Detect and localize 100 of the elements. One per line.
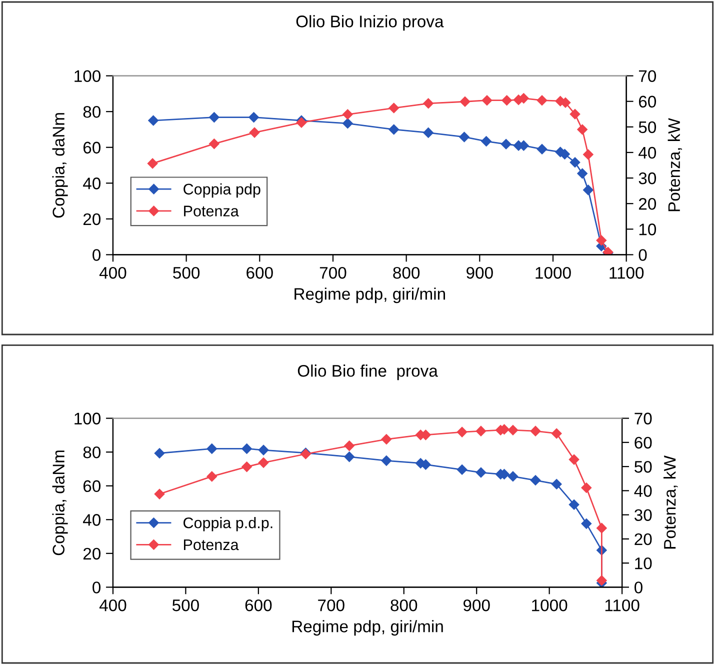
point [460,96,470,107]
y2-tick-label: 50 [634,460,652,473]
y2-tick-label: 60 [638,96,656,108]
point [154,488,165,500]
y-tick-label: 60 [83,480,101,492]
x-tick-label: 400 [99,266,126,279]
x-tick-label: 1100 [610,266,644,279]
point [502,95,512,106]
y2-tick-label: 40 [638,146,656,159]
x-tick-label: 400 [99,599,126,612]
point [456,426,468,438]
y-tick-label: 0 [92,582,101,594]
y-tick-label: 0 [92,249,101,261]
point [551,428,562,439]
point [258,444,269,456]
point [147,158,158,169]
point [560,149,570,160]
point [154,448,165,458]
point [577,124,588,135]
chart-title: Olio Bio Inizio prova [296,15,444,31]
point [583,149,594,160]
y2-tick-label: 10 [635,557,652,570]
y-axis-title: Coppia, daNm [52,113,68,218]
x-tick-label: 1000 [536,266,571,279]
point [570,157,580,168]
point [583,184,594,196]
point [381,456,392,466]
y-tick-label: 80 [83,106,101,118]
point [500,139,512,150]
y-tick-label: 40 [83,178,101,190]
point [508,424,518,436]
point [596,522,607,534]
point [476,467,486,478]
point [209,112,220,122]
point [596,575,607,586]
point [530,475,541,486]
x-tick-label: 600 [246,266,273,279]
point [536,144,548,154]
y-axis-title: Coppia, daNm [52,450,68,556]
point [344,452,354,462]
y2-tick-label: 70 [634,412,652,424]
x-tick-label: 600 [245,599,272,612]
point [242,444,252,454]
legend-label: Coppia p.d.p. [184,517,272,532]
y-tick-label: 100 [74,70,101,82]
point [388,124,399,135]
y-tick-label: 40 [83,514,101,526]
point [248,112,259,122]
y2-tick-label: 40 [634,485,652,497]
point [596,235,607,246]
point [420,459,431,470]
point [551,479,562,490]
point [423,128,434,138]
x-tick-label: 800 [393,266,420,279]
y2-axis-title: Potenza, kW [664,456,678,549]
point [536,95,548,106]
point [476,426,486,436]
y2-tick-label: 60 [634,436,652,449]
point [258,458,269,468]
x-tick-label: 1000 [532,599,568,612]
y2-tick-label: 0 [634,582,642,594]
y-tick-label: 60 [83,142,101,154]
point [209,138,220,149]
point [342,109,353,120]
point [388,102,399,114]
point [518,93,529,104]
chart-title: Olio Bio fine prova [298,364,438,380]
y2-tick-label: 20 [634,533,652,546]
y2-tick-label: 50 [638,121,656,134]
point [423,98,434,109]
y-tick-label: 20 [83,213,101,226]
x-tick-label: 500 [173,266,200,279]
x-tick-label: 700 [320,266,346,279]
y2-axis-title: Potenza, kW [668,118,682,212]
point [481,136,492,146]
point [570,109,580,120]
y2-tick-label: 20 [638,198,656,210]
point [508,471,518,482]
x-tick-label: 500 [172,599,199,612]
point [568,499,580,510]
x-tick-label: 700 [318,599,344,612]
legend-label: Potenza [184,206,239,216]
point [568,454,580,465]
point [342,118,353,129]
x-tick-label: 1100 [605,599,640,612]
point [456,464,468,475]
x-tick-label: 900 [463,599,490,612]
point [581,518,592,529]
point [381,434,392,444]
y-tick-label: 20 [83,548,101,560]
point [581,482,592,493]
point [482,95,492,106]
y-tick-label: 100 [74,412,101,424]
y2-tick-label: 70 [639,70,656,82]
legend-label: Potenza [184,539,239,550]
x-axis-title: Regime pdp, giri/min [292,620,443,636]
x-tick-label: 800 [390,599,418,612]
y2-tick-label: 10 [639,224,656,236]
point [249,127,260,138]
y-tick-label: 80 [83,446,101,458]
